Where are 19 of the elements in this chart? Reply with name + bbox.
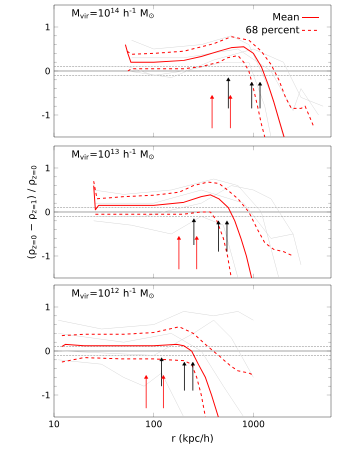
chart-title: M$_{vir}$=10$^{12}$ h$^{-1}$ M$_{⊙}$ [72, 288, 154, 298]
y-tick-label: -1 [42, 252, 50, 260]
legend-label: Mean [273, 13, 299, 21]
chart-title: M$_{vir}$=10$^{13}$ h$^{-1}$ M$_{⊙}$ [72, 148, 154, 160]
y-tick-label: 0 [45, 348, 50, 354]
y-tick-label: 0 [45, 68, 50, 74]
y-tick-label: 1 [46, 164, 50, 172]
x-tick-label: 10 [49, 420, 60, 428]
y-tick-label: 1 [46, 24, 50, 30]
x-axis-title: r (kpc/h) [172, 434, 213, 444]
y-tick-label: -1 [42, 392, 50, 398]
y-axis-title: (ρ$_{z=0}$ − ρ$_{z=1}$) / ρ$_{z=0}$ [27, 166, 37, 258]
y-tick-label: -1 [42, 112, 50, 118]
chart-title: M$_{vir}$=10$^{14}$ h$^{-1}$ M$_{⊙}$ [72, 8, 154, 18]
y-tick-label: 0 [45, 208, 50, 216]
x-tick-label: 100 [146, 420, 162, 428]
legend-label: 68 percent [246, 26, 300, 36]
y-tick-label: 1 [46, 304, 50, 310]
x-tick-label: 1000 [242, 420, 264, 428]
